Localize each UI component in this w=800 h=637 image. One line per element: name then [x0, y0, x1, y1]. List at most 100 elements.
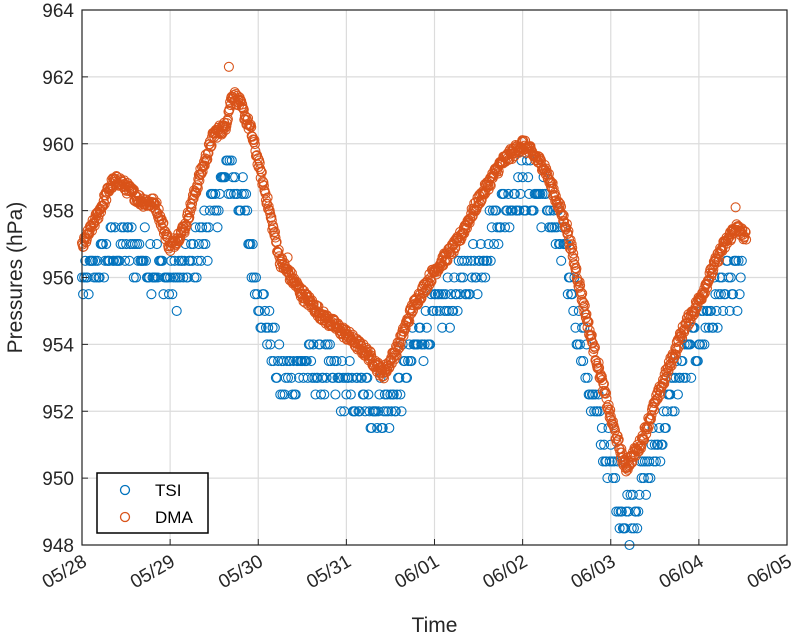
tsi-point: [536, 222, 547, 233]
tsi-point: [665, 389, 676, 400]
dma-point: [581, 309, 592, 320]
y-tick-label: 958: [42, 202, 74, 223]
tsi-point: [306, 356, 317, 367]
dma-point: [95, 207, 107, 218]
dma-point: [288, 273, 300, 284]
dma-point: [561, 218, 572, 229]
tsi-point: [374, 389, 385, 400]
dma-point: [616, 447, 627, 458]
dma-point: [646, 409, 657, 421]
dma-point: [696, 294, 707, 305]
tsi-point: [178, 272, 189, 283]
tsi-point: [278, 356, 289, 367]
dma-point: [595, 373, 606, 384]
dma-point: [256, 166, 267, 177]
tsi-point: [94, 272, 105, 283]
dma-point: [150, 198, 161, 209]
tsi-point: [523, 172, 534, 183]
tsi-point: [475, 239, 486, 250]
dma-point: [673, 336, 684, 347]
tsi-point: [675, 372, 686, 383]
tsi-point: [169, 255, 180, 266]
dma-point: [222, 114, 233, 125]
dma-point: [271, 236, 282, 248]
tsi-point: [252, 289, 263, 300]
tsi-point: [614, 523, 625, 534]
tsi-point: [628, 523, 639, 534]
tsi-point: [650, 456, 661, 467]
dma-point: [577, 288, 588, 299]
tsi-point: [363, 389, 374, 400]
tsi-point: [118, 222, 129, 233]
dma-point: [237, 99, 248, 110]
tsi-point: [708, 322, 719, 333]
tsi-point: [354, 406, 365, 417]
dma-point: [273, 244, 284, 255]
tsi-point: [274, 339, 285, 350]
series-dma: [76, 61, 752, 477]
legend-marker-tsi: [119, 484, 131, 496]
tsi-point: [356, 372, 367, 383]
legend: TSI DMA: [96, 472, 209, 534]
tsi-point: [654, 422, 665, 434]
legend-label-tsi: TSI: [155, 481, 181, 500]
tsi-point: [394, 372, 405, 383]
tsi-point: [412, 339, 424, 350]
tsi-point: [80, 255, 91, 266]
tsi-point: [373, 406, 384, 417]
tsi-point: [386, 406, 397, 417]
tsi-point: [602, 473, 613, 484]
tsi-point: [578, 356, 589, 367]
tsi-point: [268, 356, 279, 367]
y-tick-label: 962: [42, 68, 74, 89]
tsi-point: [734, 289, 745, 300]
dma-point: [612, 430, 623, 441]
tsi-point: [384, 422, 395, 434]
tsi-point: [166, 255, 177, 266]
tsi-point: [345, 389, 356, 400]
dma-point: [191, 187, 202, 198]
dma-point: [568, 248, 579, 259]
tsi-point: [114, 255, 125, 266]
tsi-point: [210, 188, 221, 199]
tsi-point: [634, 489, 645, 500]
dma-point: [548, 183, 559, 194]
tsi-point: [419, 339, 430, 350]
tsi-point: [474, 255, 485, 266]
tsi-point: [262, 339, 273, 350]
dma-point: [98, 200, 109, 212]
tsi-point: [415, 322, 426, 333]
tsi-point: [259, 305, 270, 316]
dma-point: [147, 197, 158, 208]
tsi-point: [401, 372, 413, 383]
tsi-point: [672, 389, 683, 400]
tsi-point: [197, 222, 208, 233]
dma-point: [604, 407, 615, 418]
legend-label-dma: DMA: [155, 508, 193, 527]
tsi-point: [499, 222, 511, 233]
tsi-point: [134, 239, 145, 250]
tsi-point: [140, 255, 151, 266]
tsi-point: [493, 239, 504, 250]
dma-point: [547, 178, 558, 189]
tsi-point: [725, 272, 736, 283]
tsi-point: [331, 356, 342, 367]
dma-point: [153, 204, 164, 215]
tsi-point: [528, 205, 539, 216]
tsi-point: [350, 406, 361, 417]
tsi-point: [472, 289, 483, 300]
tsi-point: [582, 372, 593, 383]
tsi-point: [314, 339, 325, 350]
dma-point: [250, 145, 261, 157]
tsi-point: [130, 272, 142, 283]
tsi-point: [308, 339, 319, 350]
dma-outlier-point: [730, 202, 741, 213]
tsi-point: [692, 356, 703, 367]
plot-area: [76, 61, 752, 551]
tsi-point: [269, 322, 280, 333]
tsi-point: [241, 188, 252, 199]
tsi-point: [325, 356, 337, 367]
tsi-point: [712, 322, 723, 333]
y-tick-label: 948: [42, 536, 74, 557]
